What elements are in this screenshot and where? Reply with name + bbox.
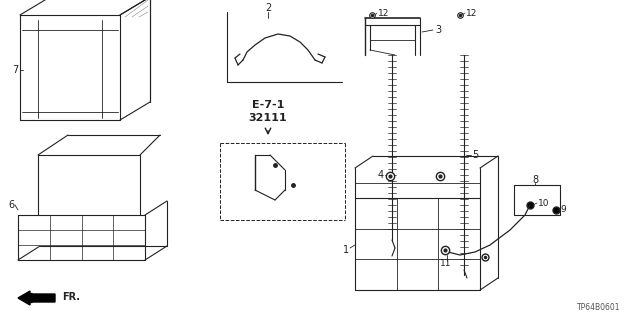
Text: 12: 12: [466, 9, 477, 18]
Text: 4: 4: [378, 170, 384, 180]
Text: 1: 1: [343, 245, 349, 255]
Text: 2: 2: [265, 3, 271, 13]
Text: 3: 3: [435, 25, 441, 35]
Text: 32111: 32111: [249, 113, 287, 123]
Text: FR.: FR.: [62, 292, 80, 302]
Text: 10: 10: [538, 198, 550, 207]
Text: 11: 11: [440, 258, 451, 268]
Text: 5: 5: [472, 150, 478, 160]
FancyArrow shape: [18, 291, 55, 305]
Text: E-7-1: E-7-1: [252, 100, 284, 110]
Text: TP64B0601: TP64B0601: [577, 303, 620, 313]
Text: 9: 9: [560, 205, 566, 214]
Text: 8: 8: [532, 175, 538, 185]
Text: 7: 7: [12, 65, 19, 75]
Text: 12: 12: [378, 9, 389, 18]
Text: 6: 6: [8, 200, 14, 210]
